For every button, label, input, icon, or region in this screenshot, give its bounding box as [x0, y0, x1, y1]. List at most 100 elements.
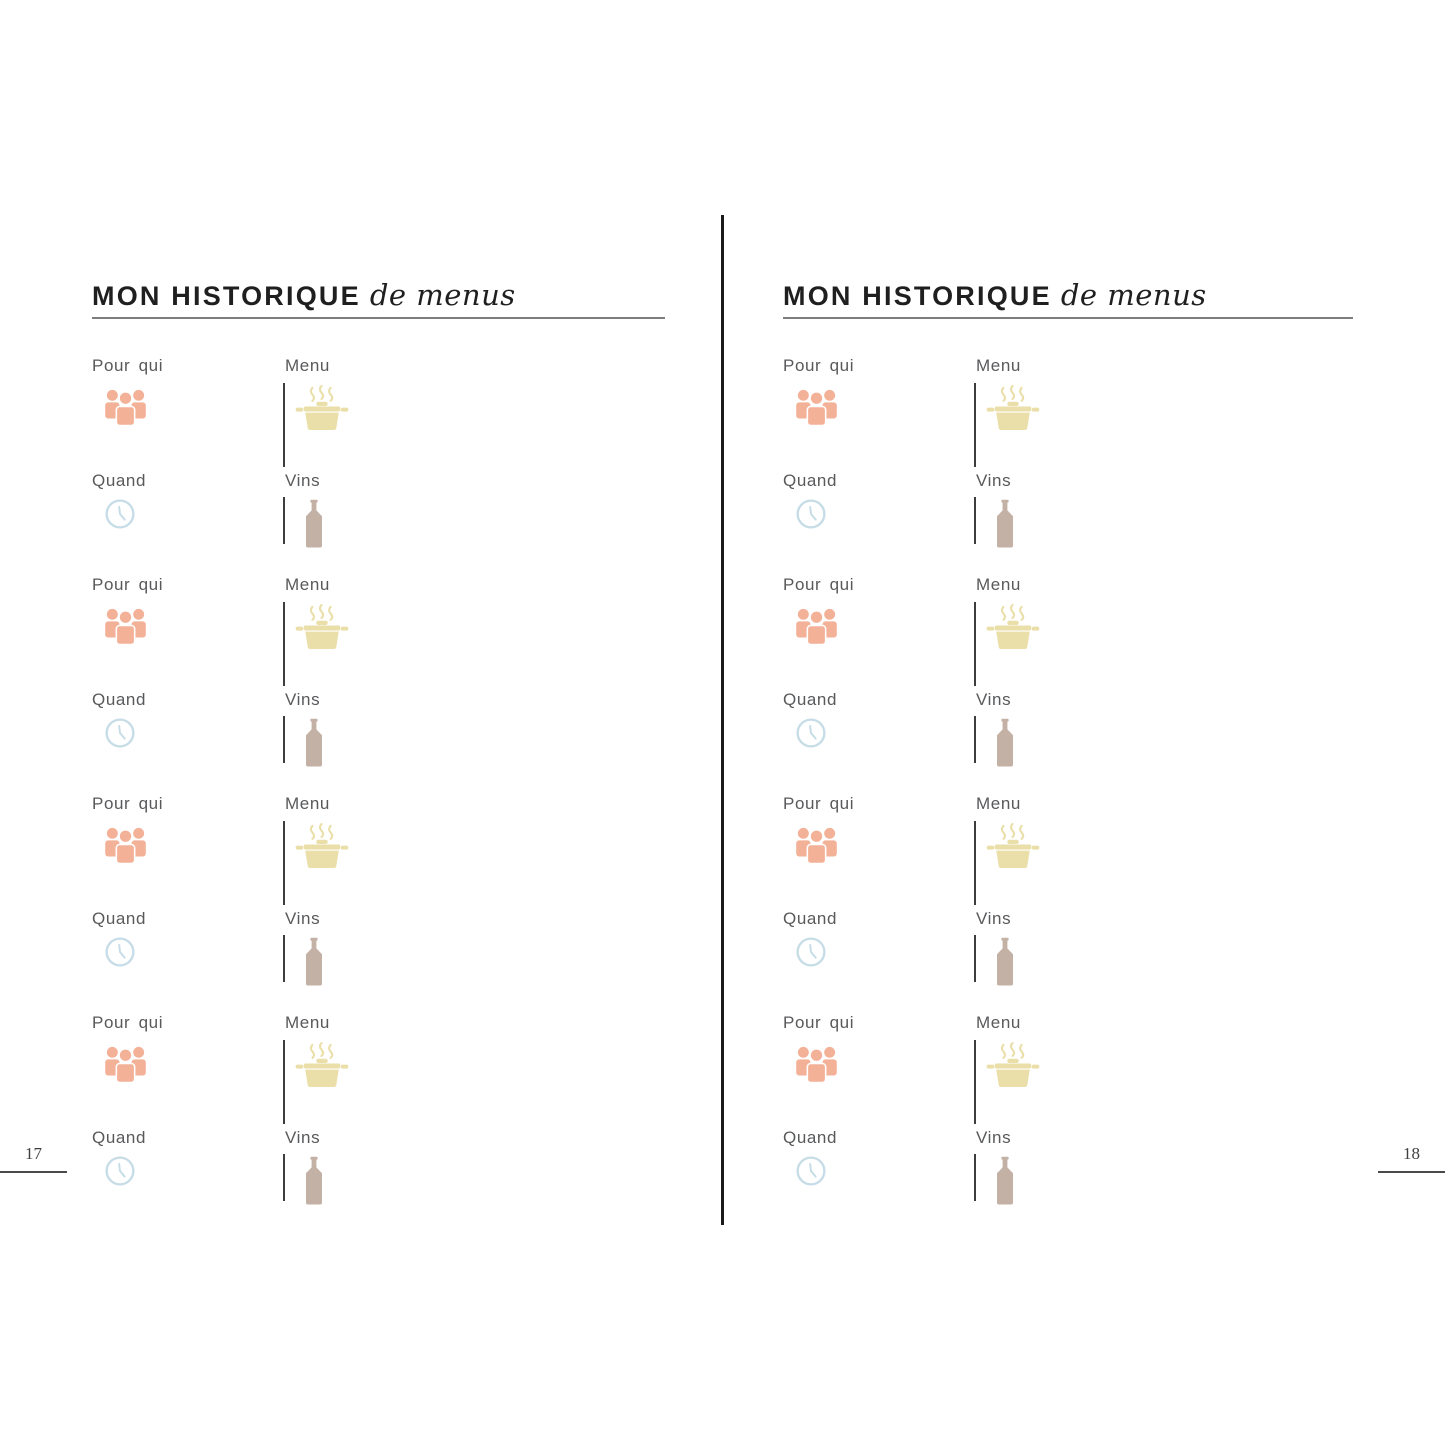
clock-icon [796, 937, 826, 967]
clock-icon [105, 937, 135, 967]
vins-write-line [283, 497, 285, 544]
vins-label: Vins [976, 1128, 1012, 1147]
page-title: MON HISTORIQUE de menus [92, 278, 516, 312]
quand-label: Quand [92, 690, 147, 709]
page-title-script: de menus [1060, 278, 1207, 313]
clock-icon [105, 1156, 135, 1186]
vins-write-line [974, 935, 976, 982]
page-title-main: MON HISTORIQUE [92, 281, 361, 312]
pour-qui-label: Pour qui [783, 575, 855, 594]
people-group-icon [796, 827, 837, 865]
vins-label: Vins [285, 471, 321, 490]
cooking-pot-icon [986, 1042, 1040, 1088]
page-number-right: 18 [1403, 1144, 1420, 1163]
people-group-icon [796, 608, 837, 646]
wine-bottle-icon [306, 718, 322, 767]
quand-label: Quand [783, 909, 838, 928]
quand-label: Quand [92, 1128, 147, 1147]
vins-write-line [974, 716, 976, 763]
menu-write-line [283, 1040, 285, 1124]
vins-write-line [974, 497, 976, 544]
clock-icon [796, 1156, 826, 1186]
pour-qui-label: Pour qui [92, 575, 164, 594]
people-group-icon [796, 1046, 837, 1084]
cooking-pot-icon [986, 604, 1040, 650]
menu-label: Menu [976, 356, 1021, 375]
quand-label: Quand [92, 909, 147, 928]
cooking-pot-icon [295, 823, 349, 869]
people-group-icon [105, 1046, 146, 1084]
vins-write-line [283, 1154, 285, 1201]
cooking-pot-icon [986, 823, 1040, 869]
wine-bottle-icon [997, 499, 1013, 548]
wine-bottle-icon [306, 1156, 322, 1205]
people-group-icon [105, 389, 146, 427]
vins-label: Vins [285, 909, 321, 928]
header-rule [783, 317, 1353, 319]
vins-label: Vins [976, 909, 1012, 928]
menu-label: Menu [285, 794, 330, 813]
menu-label: Menu [285, 575, 330, 594]
menu-history-entry: Pour qui Menu Quand [92, 356, 665, 575]
menu-write-line [283, 602, 285, 686]
menu-write-line [974, 1040, 976, 1124]
wine-bottle-icon [306, 937, 322, 986]
menu-history-entry: Pour qui Menu Quand [92, 575, 665, 794]
pour-qui-label: Pour qui [92, 356, 164, 375]
menu-label: Menu [976, 575, 1021, 594]
menu-write-line [283, 383, 285, 467]
header-rule [92, 317, 665, 319]
pour-qui-label: Pour qui [92, 1013, 164, 1032]
menu-history-entry: Pour qui Menu Quand [783, 1013, 1353, 1232]
page-number-rule-left [0, 1171, 67, 1173]
entries-list: Pour qui Menu Quand [783, 356, 1353, 1232]
quand-label: Quand [783, 1128, 838, 1147]
menu-label: Menu [285, 356, 330, 375]
page-number-rule-right [1378, 1171, 1445, 1173]
page-gutter-divider [721, 215, 724, 1225]
cooking-pot-icon [986, 385, 1040, 431]
menu-label: Menu [976, 1013, 1021, 1032]
clock-icon [105, 499, 135, 529]
people-group-icon [796, 389, 837, 427]
page-title-script: de menus [369, 278, 516, 313]
menu-history-entry: Pour qui Menu Quand [92, 1013, 665, 1232]
cooking-pot-icon [295, 604, 349, 650]
wine-bottle-icon [997, 937, 1013, 986]
page-title: MON HISTORIQUE de menus [783, 278, 1207, 312]
vins-write-line [283, 935, 285, 982]
vins-label: Vins [976, 690, 1012, 709]
page-number-left: 17 [25, 1144, 42, 1163]
wine-bottle-icon [997, 1156, 1013, 1205]
page-title-main: MON HISTORIQUE [783, 281, 1052, 312]
vins-label: Vins [976, 471, 1012, 490]
menu-write-line [283, 821, 285, 905]
cooking-pot-icon [295, 1042, 349, 1088]
menu-history-entry: Pour qui Menu Quand [783, 794, 1353, 1013]
menu-history-entry: Pour qui Menu Quand [92, 794, 665, 1013]
menu-write-line [974, 602, 976, 686]
vins-write-line [283, 716, 285, 763]
people-group-icon [105, 608, 146, 646]
clock-icon [796, 499, 826, 529]
clock-icon [796, 718, 826, 748]
wine-bottle-icon [997, 718, 1013, 767]
vins-write-line [974, 1154, 976, 1201]
quand-label: Quand [783, 690, 838, 709]
pour-qui-label: Pour qui [783, 356, 855, 375]
entries-list: Pour qui Menu Quand [92, 356, 665, 1232]
menu-history-entry: Pour qui Menu Quand [783, 575, 1353, 794]
menu-write-line [974, 821, 976, 905]
menu-label: Menu [285, 1013, 330, 1032]
cooking-pot-icon [295, 385, 349, 431]
vins-label: Vins [285, 1128, 321, 1147]
pour-qui-label: Pour qui [783, 1013, 855, 1032]
pour-qui-label: Pour qui [92, 794, 164, 813]
people-group-icon [105, 827, 146, 865]
quand-label: Quand [92, 471, 147, 490]
quand-label: Quand [783, 471, 838, 490]
menu-history-entry: Pour qui Menu Quand [783, 356, 1353, 575]
clock-icon [105, 718, 135, 748]
vins-label: Vins [285, 690, 321, 709]
